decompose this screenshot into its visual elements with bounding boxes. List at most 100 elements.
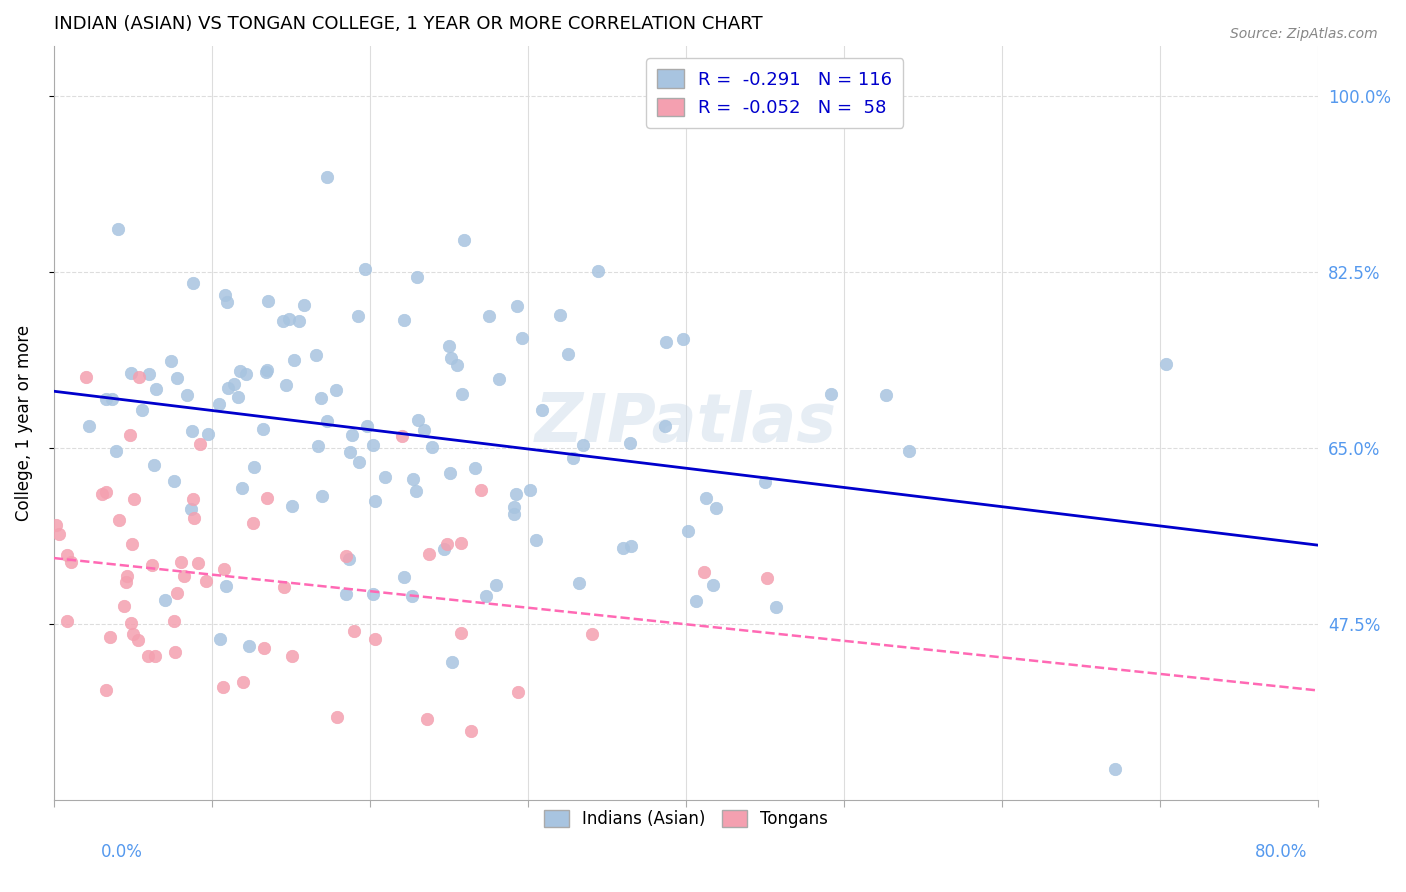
Text: Source: ZipAtlas.com: Source: ZipAtlas.com bbox=[1230, 27, 1378, 41]
Point bbox=[505, 487, 527, 501]
Point bbox=[612, 541, 634, 555]
Point bbox=[654, 418, 676, 433]
Point bbox=[96, 484, 118, 499]
Point bbox=[107, 222, 129, 236]
Point bbox=[364, 493, 387, 508]
Point bbox=[756, 571, 779, 585]
Point bbox=[142, 458, 165, 473]
Point bbox=[232, 674, 254, 689]
Point bbox=[238, 639, 260, 653]
Point bbox=[48, 527, 70, 541]
Point bbox=[875, 388, 897, 402]
Point bbox=[315, 414, 337, 428]
Point bbox=[326, 710, 349, 724]
Point bbox=[120, 616, 142, 631]
Point bbox=[335, 549, 357, 563]
Point bbox=[311, 490, 333, 504]
Point bbox=[347, 455, 370, 469]
Point bbox=[214, 562, 236, 576]
Text: INDIAN (ASIAN) VS TONGAN COLLEGE, 1 YEAR OR MORE CORRELATION CHART: INDIAN (ASIAN) VS TONGAN COLLEGE, 1 YEAR… bbox=[53, 15, 762, 33]
Point bbox=[503, 507, 526, 521]
Point bbox=[478, 309, 501, 323]
Point bbox=[581, 627, 603, 641]
Point bbox=[138, 367, 160, 381]
Point bbox=[693, 565, 716, 579]
Point bbox=[91, 487, 114, 501]
Point bbox=[56, 614, 79, 628]
Point bbox=[183, 511, 205, 525]
Point bbox=[406, 412, 429, 426]
Point bbox=[215, 579, 238, 593]
Point bbox=[335, 587, 357, 601]
Point bbox=[420, 440, 443, 454]
Point bbox=[77, 419, 100, 434]
Point bbox=[180, 502, 202, 516]
Point bbox=[655, 334, 678, 349]
Point bbox=[94, 392, 117, 406]
Point bbox=[257, 293, 280, 308]
Point bbox=[361, 438, 384, 452]
Point bbox=[44, 518, 66, 533]
Point bbox=[416, 713, 439, 727]
Point bbox=[412, 423, 434, 437]
Point bbox=[181, 276, 204, 290]
Point bbox=[392, 570, 415, 584]
Point bbox=[273, 314, 295, 328]
Point bbox=[281, 648, 304, 663]
Point bbox=[453, 233, 475, 247]
Point bbox=[166, 371, 188, 385]
Point bbox=[685, 593, 707, 607]
Point bbox=[292, 298, 315, 312]
Point bbox=[508, 685, 530, 699]
Point bbox=[470, 483, 492, 498]
Point bbox=[619, 436, 641, 450]
Point bbox=[820, 387, 842, 401]
Point bbox=[325, 384, 347, 398]
Point bbox=[173, 569, 195, 583]
Point bbox=[195, 574, 218, 588]
Point bbox=[374, 469, 396, 483]
Point bbox=[115, 568, 138, 582]
Point bbox=[347, 310, 370, 324]
Text: ZIPatlas: ZIPatlas bbox=[536, 390, 837, 456]
Point bbox=[112, 599, 135, 614]
Point bbox=[122, 626, 145, 640]
Point bbox=[361, 586, 384, 600]
Point bbox=[339, 444, 361, 458]
Point bbox=[235, 367, 257, 381]
Point bbox=[145, 648, 167, 663]
Point bbox=[256, 491, 278, 505]
Point bbox=[897, 443, 920, 458]
Point bbox=[163, 614, 186, 628]
Point bbox=[136, 648, 159, 663]
Point bbox=[418, 547, 440, 561]
Point bbox=[433, 541, 456, 556]
Point bbox=[181, 491, 204, 506]
Point bbox=[209, 632, 232, 646]
Point bbox=[531, 403, 554, 417]
Point bbox=[305, 348, 328, 362]
Point bbox=[75, 370, 97, 384]
Point bbox=[450, 536, 472, 550]
Point bbox=[307, 438, 329, 452]
Point bbox=[163, 474, 186, 488]
Point bbox=[273, 580, 295, 594]
Point bbox=[562, 450, 585, 465]
Point bbox=[180, 424, 202, 438]
Point bbox=[309, 391, 332, 405]
Point bbox=[212, 680, 235, 694]
Text: 0.0%: 0.0% bbox=[101, 843, 143, 861]
Point bbox=[676, 524, 699, 538]
Point bbox=[274, 378, 297, 392]
Point bbox=[567, 575, 589, 590]
Point bbox=[557, 347, 579, 361]
Point bbox=[316, 170, 339, 185]
Point bbox=[277, 312, 299, 326]
Point bbox=[96, 682, 118, 697]
Point bbox=[401, 589, 423, 603]
Point bbox=[176, 388, 198, 402]
Point bbox=[339, 551, 361, 566]
Point bbox=[229, 364, 252, 378]
Point bbox=[440, 351, 463, 365]
Point bbox=[188, 437, 211, 451]
